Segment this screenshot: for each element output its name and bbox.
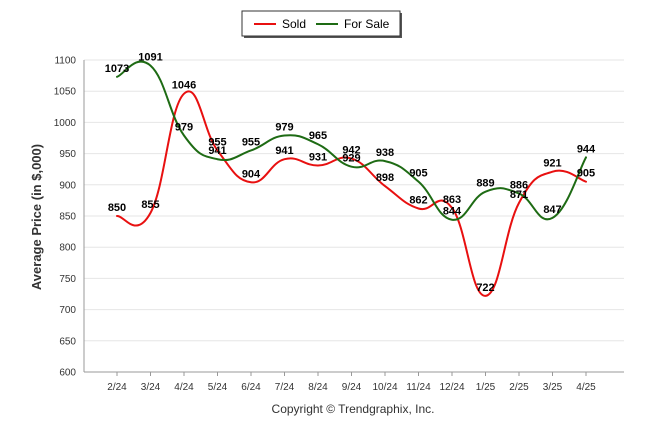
y-tick-label: 1100 <box>54 56 76 67</box>
y-tick-label: 700 <box>59 305 76 316</box>
x-tick-label: 4/25 <box>576 382 596 393</box>
data-label-for-sale: 1073 <box>105 63 129 75</box>
x-tick-label: 3/25 <box>543 382 563 393</box>
data-label-sold: 863 <box>443 194 461 206</box>
data-label-for-sale: 979 <box>175 122 193 134</box>
data-label-sold: 722 <box>476 282 494 294</box>
data-label-sold: 850 <box>108 202 126 214</box>
x-tick-label: 2/25 <box>509 382 529 393</box>
data-label-sold: 871 <box>510 189 528 201</box>
x-tick-label: 4/24 <box>174 382 194 393</box>
x-tick-label: 5/24 <box>208 382 228 393</box>
x-tick-labels: 2/24 3/24 4/24 5/24 6/24 7/24 8/24 9/24 10/24 11/… <box>107 372 596 393</box>
data-label-for-sale: 944 <box>577 143 596 155</box>
data-label-for-sale: 965 <box>309 130 327 142</box>
copyright-footer: Copyright © Trendgraphix, Inc. <box>272 402 435 416</box>
y-tick-label: 1000 <box>54 118 77 129</box>
data-label-sold: 942 <box>342 145 360 157</box>
data-label-for-sale: 929 <box>342 153 360 165</box>
x-tick-label: 12/24 <box>439 382 464 393</box>
data-label-sold: 931 <box>309 151 327 163</box>
data-label-sold: 898 <box>376 172 394 184</box>
y-tick-label: 750 <box>59 274 76 285</box>
data-label-sold: 1046 <box>172 80 196 92</box>
x-tick-label: 11/24 <box>406 382 431 393</box>
x-tick-label: 10/24 <box>372 382 397 393</box>
data-label-sold: 905 <box>577 168 595 180</box>
y-tick-label: 900 <box>59 180 76 191</box>
x-tick-label: 2/24 <box>107 382 127 393</box>
x-tick-label: 1/25 <box>476 382 496 393</box>
y-tick-label: 950 <box>59 149 76 160</box>
grid-lines <box>84 59 624 373</box>
x-tick-label: 9/24 <box>342 382 362 393</box>
y-axis-label: Average Price (in $,000) <box>29 144 44 290</box>
data-label-for-sale: 1091 <box>138 52 162 64</box>
series-lines <box>116 60 587 297</box>
data-label-for-sale: 886 <box>510 180 528 192</box>
data-label-for-sale: 979 <box>275 122 293 134</box>
x-tick-label: 3/24 <box>141 382 161 393</box>
series-line-sold <box>116 90 587 297</box>
y-tick-labels: 600 650 700 750 800 850 900 950 1000 1050 1100 <box>54 56 77 379</box>
data-label-for-sale: 905 <box>409 168 427 180</box>
data-label-for-sale: 889 <box>476 178 494 190</box>
legend-label-sold: Sold <box>282 17 306 31</box>
data-label-sold: 941 <box>275 145 293 157</box>
data-label-for-sale: 941 <box>208 145 226 157</box>
data-label-sold: 921 <box>543 158 561 170</box>
y-tick-label: 650 <box>59 336 76 347</box>
data-label-sold: 904 <box>242 168 261 180</box>
data-label-for-sale: 938 <box>376 147 394 159</box>
data-label-sold: 862 <box>409 195 427 207</box>
axes <box>83 60 624 373</box>
data-labels: 850 855 1046 955 904 941 931 942 898 862 863 722 871… <box>105 52 596 294</box>
x-tick-label: 8/24 <box>308 382 328 393</box>
series-line-for-sale <box>116 60 587 221</box>
y-tick-label: 850 <box>59 212 76 223</box>
y-tick-label: 1050 <box>54 87 77 98</box>
data-label-sold: 855 <box>141 199 159 211</box>
legend: Sold For Sale <box>241 10 402 38</box>
data-label-for-sale: 955 <box>242 136 260 148</box>
x-tick-label: 6/24 <box>241 382 261 393</box>
y-tick-label: 800 <box>59 243 76 254</box>
legend-label-for-sale: For Sale <box>344 17 390 31</box>
data-label-for-sale: 847 <box>543 204 561 216</box>
data-label-for-sale: 844 <box>443 206 462 218</box>
y-tick-label: 600 <box>59 368 76 379</box>
x-tick-label: 7/24 <box>275 382 295 393</box>
data-label-sold: 955 <box>208 136 226 148</box>
